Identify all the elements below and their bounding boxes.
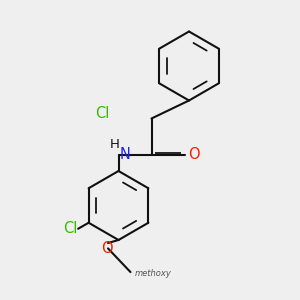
Text: O: O <box>101 241 112 256</box>
Text: H: H <box>110 138 120 151</box>
Text: N: N <box>120 147 131 162</box>
Text: O: O <box>188 147 200 162</box>
Text: Cl: Cl <box>95 106 109 121</box>
Text: Cl: Cl <box>63 221 77 236</box>
Text: methoxy: methoxy <box>135 268 172 278</box>
